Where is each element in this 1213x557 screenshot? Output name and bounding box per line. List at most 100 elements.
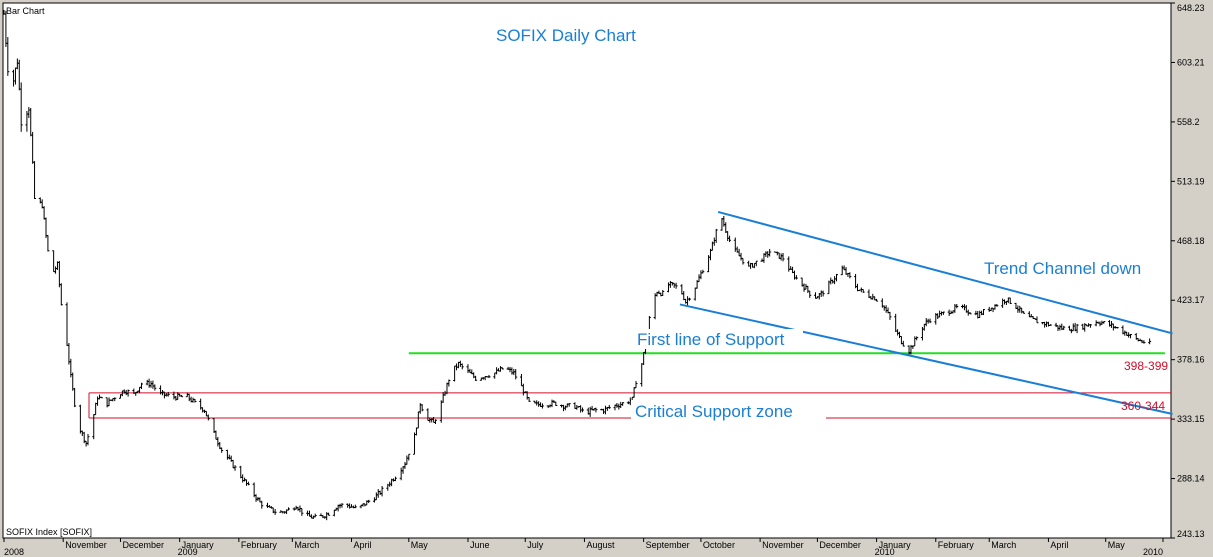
price-bar xyxy=(447,379,451,387)
x-tick-label: October xyxy=(703,540,735,550)
price-bar xyxy=(1142,340,1146,344)
price-bar xyxy=(407,453,411,461)
level-lines xyxy=(88,352,1171,419)
price-bar xyxy=(19,82,23,132)
x-tick-label: August xyxy=(586,540,615,550)
price-bar xyxy=(1129,333,1133,339)
x-tick-label: June xyxy=(470,540,490,550)
x-tick-label: November xyxy=(65,540,107,550)
price-bar xyxy=(59,283,63,306)
price-bar xyxy=(901,340,905,347)
trend-channel-upper-line xyxy=(717,211,1173,335)
price-bar xyxy=(834,273,838,282)
price-bar xyxy=(487,374,491,378)
range-label-398-399: 398-399 xyxy=(1124,359,1168,373)
price-bar xyxy=(781,252,785,262)
plot-area xyxy=(2,2,1172,539)
price-bar xyxy=(233,465,237,471)
price-bar xyxy=(73,387,77,408)
x-tick-label: March xyxy=(294,540,319,550)
price-bar xyxy=(1115,326,1119,329)
price-bar xyxy=(474,375,478,382)
price-bar xyxy=(1088,324,1092,328)
price-bar xyxy=(982,308,986,316)
price-bar xyxy=(126,389,130,397)
price-bar xyxy=(1148,338,1152,345)
price-bar xyxy=(915,336,919,341)
price-bar xyxy=(300,507,304,516)
price-bar xyxy=(514,368,518,380)
x-tick-label: September xyxy=(646,540,690,550)
price-bar xyxy=(687,297,691,301)
price-bar xyxy=(220,447,224,453)
price-bar xyxy=(113,397,117,402)
price-bar xyxy=(527,397,531,402)
price-bar xyxy=(808,290,812,298)
price-bar xyxy=(848,272,852,279)
price-bar xyxy=(33,161,37,200)
y-tick-label: 243.13 xyxy=(1177,529,1205,539)
price-bar xyxy=(206,414,210,421)
bottom-left-label: SOFIX Index [SOFIX] xyxy=(6,527,92,537)
price-bar xyxy=(754,260,758,267)
price-bar xyxy=(139,382,143,390)
price-bar xyxy=(674,282,678,289)
y-axis: 648.23 603.21 558.2 513.19 468.18 423.17 378.1… xyxy=(1171,2,1205,539)
price-bar xyxy=(434,419,438,424)
x-year-label: 2009 xyxy=(178,547,198,557)
price-bar xyxy=(821,290,825,297)
x-tick-label: December xyxy=(819,540,861,550)
price-bar xyxy=(941,311,945,315)
price-bar xyxy=(327,512,331,516)
price-bar xyxy=(153,384,157,391)
price-bar xyxy=(380,486,384,497)
price-bar xyxy=(1102,321,1106,324)
y-tick-label: 333.15 xyxy=(1177,414,1205,424)
x-tick-label: 2010 xyxy=(1143,547,1163,557)
price-bar xyxy=(594,407,598,413)
price-bar xyxy=(1048,324,1052,327)
trend-channel-label: Trend Channel down xyxy=(984,259,1141,278)
price-bar xyxy=(393,476,397,482)
price-bar xyxy=(661,290,665,297)
price-bar xyxy=(581,407,585,413)
price-bar xyxy=(607,404,611,409)
x-tick-label: May xyxy=(1108,540,1126,550)
price-bar xyxy=(367,499,371,504)
y-tick-label: 603.21 xyxy=(1177,57,1205,67)
price-bar xyxy=(714,228,718,243)
price-bar xyxy=(260,500,264,509)
price-bar xyxy=(567,403,571,407)
price-bar xyxy=(340,503,344,508)
first-support-label-bg xyxy=(633,329,803,349)
price-bar xyxy=(353,504,357,509)
x-tick-label: April xyxy=(354,540,372,550)
x-tick-label: 2008 xyxy=(4,547,24,557)
price-bar xyxy=(6,37,10,76)
x-tick-label: February xyxy=(938,540,975,550)
price-bar xyxy=(1075,323,1079,334)
first-support-label: First line of Support xyxy=(637,330,785,349)
price-bar xyxy=(768,248,772,257)
x-year-label: 2010 xyxy=(875,547,895,557)
price-bar xyxy=(460,363,464,370)
price-bar xyxy=(968,312,972,315)
critical-zone-label-bg xyxy=(631,400,826,422)
x-tick-label: May xyxy=(411,540,429,550)
x-tick-label: November xyxy=(762,540,804,550)
price-bar xyxy=(99,396,103,399)
price-bar xyxy=(621,402,625,406)
price-bar xyxy=(701,269,705,274)
x-tick-label: February xyxy=(241,540,278,550)
price-bar xyxy=(500,367,504,370)
price-bars xyxy=(2,9,1152,521)
price-bar xyxy=(955,304,959,309)
y-tick-label: 378.16 xyxy=(1177,355,1205,365)
x-tick-label: April xyxy=(1050,540,1068,550)
price-bar xyxy=(420,404,424,412)
price-bar xyxy=(166,391,170,397)
price-bar xyxy=(286,507,290,511)
trend-channel-lower-line xyxy=(679,303,1173,416)
